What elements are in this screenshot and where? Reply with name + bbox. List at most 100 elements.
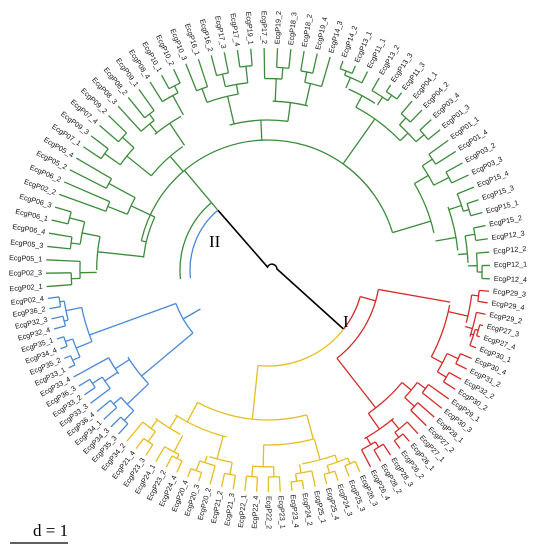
leaf-branch [479,289,490,292]
leaf-branch [451,174,469,184]
branch-arc [239,65,253,68]
branch-arc [105,201,111,212]
clade-branch [195,460,201,471]
clade-branch [287,102,292,122]
branch-arc [69,236,73,249]
clade-branch [63,319,69,322]
clade-branch [92,376,103,385]
leaf-branch [63,181,110,203]
branch-arc [63,301,69,321]
branch-arc [229,119,289,126]
clade-branch [148,113,155,121]
leaf-branch [476,311,486,315]
clade-branch [306,414,314,440]
clade-branch [216,435,224,460]
leaf-branch [427,129,441,141]
clade-branch [360,295,376,302]
clade-branch [182,308,201,320]
clade-branch [70,242,81,245]
leaf-label: EcgP15_2 [488,213,522,228]
leaf-branch [323,474,328,485]
branch-arc [364,417,394,440]
leaf-branch [60,345,68,350]
branch-arc [394,421,408,433]
leaf-branch [400,100,413,115]
branch-arc [373,443,384,451]
branch-arc [475,253,478,272]
clade-branch [107,205,128,215]
clade-branch [414,174,429,185]
clade-branch [173,85,179,94]
clade-branch [404,397,415,407]
leaf-branch [47,245,71,250]
leaf-branch [198,472,203,482]
branch-arc [344,460,356,467]
branch-arc [246,475,258,478]
clade-branch [149,123,158,134]
clade-branch [392,220,431,234]
clade-branch [448,204,462,211]
leaf-branch [360,449,372,468]
clade-branch [463,208,470,212]
leaf-branch [301,480,305,490]
leaf-branch [473,224,486,229]
leaf-branch [96,399,111,412]
clade-branch [304,71,308,83]
branch-arc [63,336,68,347]
leaf-label: EcgP29_3 [493,287,527,299]
branch-arc [304,81,322,88]
leaf-branch [138,88,155,112]
leaf-branch [476,251,490,254]
branch-arc [475,324,481,336]
branch-arc [421,165,435,186]
clade-branch [204,455,208,463]
branch-arc [150,146,184,177]
clade-branch [366,437,372,445]
branch-arc [290,479,303,483]
leaf-branch [127,97,146,119]
leaf-branch [455,363,467,370]
leaf-branch [176,460,183,473]
clade-branch [345,77,352,89]
leaf-label: EcgP19_2 [273,11,283,45]
leaf-branch [48,232,73,238]
branch-arc [225,82,248,88]
leaf-label: EcgP05_3 [10,237,44,249]
branch-arc [295,470,312,475]
clade-branch [465,233,475,237]
branch-arc [263,438,314,446]
leaf-branch [82,146,102,160]
leaf-branch [54,206,72,213]
clade-branch [433,176,450,186]
leaf-branch [276,48,279,68]
branch-arc [430,304,451,358]
clade-branch [65,306,82,312]
clade-branch [75,340,93,349]
leaf-label: EcgP02_1 [9,282,43,293]
branch-arc [162,92,179,103]
clade-branch [399,132,409,142]
leaf-branch [311,470,316,488]
leaf-branch [428,139,449,155]
clade-branch [295,473,298,482]
branch-arc [58,296,62,307]
leaf-label: EcgP17_4 [228,13,241,47]
leaf-branch [385,84,392,92]
leaf-label: EcgP12_4 [494,274,528,284]
clade-label-ii: II [209,232,221,251]
leaf-branch [46,259,81,262]
leaf-branch [448,371,462,380]
leaf-branch [460,353,472,360]
branch-arc [216,72,229,77]
leaf-branch [145,444,154,456]
clade-branch [313,438,321,460]
branch-arc [164,446,180,455]
leaf-branch [421,392,443,409]
leaf-branch [300,50,305,72]
clade-branch [89,302,177,336]
clade-branch [108,182,136,199]
leaf-branch [47,296,60,300]
leaf-branch [56,336,64,340]
leaf-branch [73,357,109,378]
branch-arc [344,74,363,84]
